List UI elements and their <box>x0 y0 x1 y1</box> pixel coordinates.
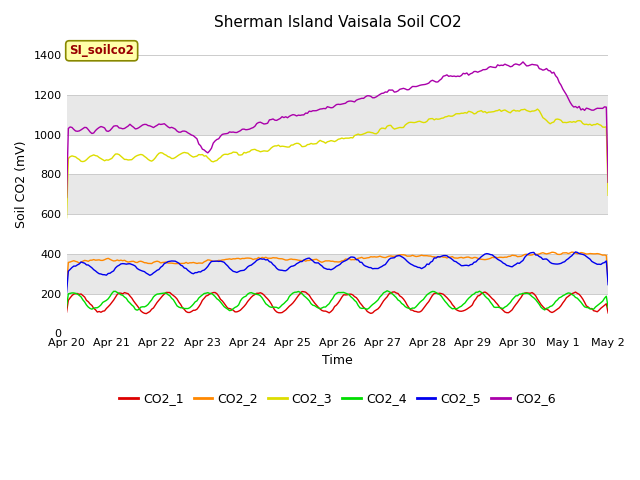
CO2_6 <box>394 88 402 94</box>
CO2_6 <box>556 80 563 85</box>
CO2_2 <box>554 252 561 257</box>
CO2_5 <box>383 259 391 265</box>
CO2_3 <box>604 192 612 198</box>
CO2_3 <box>63 215 70 221</box>
CO2_6 <box>383 89 391 95</box>
CO2_3 <box>383 123 391 129</box>
Bar <box>67 254 608 294</box>
CO2_5 <box>63 289 70 295</box>
CO2_5 <box>394 253 402 259</box>
CO2_5 <box>385 257 393 263</box>
Line: CO2_3: CO2_3 <box>67 109 608 218</box>
CO2_3 <box>65 156 72 161</box>
CO2_6 <box>63 194 70 200</box>
CO2_2 <box>385 253 393 259</box>
CO2_1 <box>557 303 565 309</box>
X-axis label: Time: Time <box>322 354 353 367</box>
CO2_1 <box>398 294 406 300</box>
CO2_2 <box>65 260 72 265</box>
CO2_2 <box>383 254 391 260</box>
CO2_5 <box>604 282 612 288</box>
CO2_2 <box>568 249 576 255</box>
Text: SI_soilco2: SI_soilco2 <box>69 44 134 57</box>
CO2_5 <box>65 268 72 274</box>
CO2_1 <box>387 290 395 296</box>
CO2_1 <box>523 290 531 296</box>
CO2_4 <box>557 294 565 300</box>
Bar <box>67 174 608 214</box>
CO2_1 <box>142 311 150 316</box>
CO2_1 <box>298 288 306 294</box>
CO2_3 <box>556 117 563 122</box>
Line: CO2_6: CO2_6 <box>67 62 608 197</box>
CO2_4 <box>63 304 70 310</box>
Line: CO2_5: CO2_5 <box>67 252 608 292</box>
CO2_3 <box>385 122 393 128</box>
CO2_4 <box>523 290 531 296</box>
Line: CO2_2: CO2_2 <box>67 252 608 287</box>
Line: CO2_4: CO2_4 <box>67 291 608 311</box>
CO2_3 <box>519 107 527 112</box>
CO2_2 <box>604 278 612 284</box>
CO2_4 <box>388 291 396 297</box>
CO2_6 <box>65 125 72 131</box>
CO2_1 <box>63 309 70 315</box>
CO2_6 <box>604 180 612 185</box>
CO2_3 <box>394 125 402 131</box>
Y-axis label: Soil CO2 (mV): Soil CO2 (mV) <box>15 141 28 228</box>
CO2_2 <box>394 252 402 258</box>
CO2_5 <box>554 261 561 267</box>
CO2_2 <box>63 284 70 289</box>
CO2_6 <box>385 87 393 93</box>
CO2_1 <box>604 310 612 316</box>
CO2_4 <box>65 291 72 297</box>
Title: Sherman Island Vaisala Soil CO2: Sherman Island Vaisala Soil CO2 <box>214 15 461 30</box>
CO2_4 <box>387 290 395 296</box>
Bar <box>67 95 608 135</box>
Line: CO2_1: CO2_1 <box>67 291 608 313</box>
CO2_4 <box>226 308 234 313</box>
CO2_4 <box>383 288 391 294</box>
CO2_6 <box>521 61 529 67</box>
CO2_4 <box>398 300 406 306</box>
CO2_1 <box>65 298 72 303</box>
CO2_1 <box>388 289 396 295</box>
CO2_5 <box>572 249 579 255</box>
CO2_6 <box>519 59 527 65</box>
Legend: CO2_1, CO2_2, CO2_3, CO2_4, CO2_5, CO2_6: CO2_1, CO2_2, CO2_3, CO2_4, CO2_5, CO2_6 <box>114 387 561 410</box>
CO2_3 <box>534 106 541 112</box>
CO2_5 <box>519 258 527 264</box>
CO2_4 <box>604 305 612 311</box>
CO2_2 <box>519 252 527 258</box>
